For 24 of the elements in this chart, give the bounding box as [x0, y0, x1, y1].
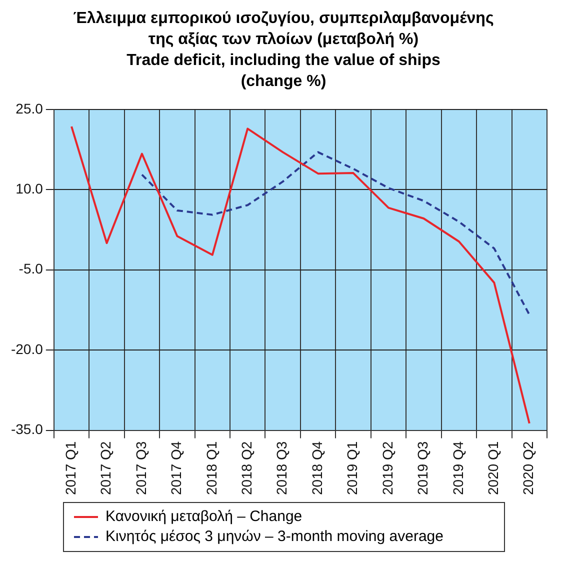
x-tick-label: 2018 Q1 — [203, 441, 220, 496]
y-tick-label: -20.0 — [10, 340, 44, 357]
x-tick-label: 2020 Q2 — [520, 441, 536, 496]
chart-subtitle: Trade deficit, including the value of ships (change %) — [126, 51, 442, 92]
x-tick-label: 2019 Q2 — [379, 441, 396, 496]
y-tick-label: 10.0 — [16, 180, 44, 196]
line-series — [140, 151, 530, 316]
x-tick-label: 2018 Q2 — [238, 441, 254, 496]
x-tick-label: 2017 Q1 — [62, 441, 78, 496]
legend-label: Κανονική μεταβολή – Change — [106, 507, 302, 527]
y-tick-label: -35.0 — [10, 421, 44, 438]
x-tick-label: 2020 Q1 — [485, 441, 502, 496]
x-tick-label: 2017 Q3 — [132, 441, 149, 496]
x-tick-label: 2019 Q1 — [344, 441, 360, 496]
x-tick-label: 2018 Q3 — [274, 441, 290, 496]
y-tick-label: -5.0 — [18, 260, 44, 277]
x-tick-label: 2018 Q4 — [308, 441, 325, 496]
y-tick-label: 25.0 — [16, 100, 44, 116]
x-tick-label: 2019 Q3 — [414, 441, 431, 496]
x-tick-label: 2019 Q4 — [450, 441, 466, 496]
x-tick-label: 2017 Q4 — [168, 441, 184, 496]
chart-title: Έλλειμμα εμπορικού ισοζυγίου, συμπεριλαμβανομένης της αξίας των πλοίων (μεταβολή %) — [72, 9, 495, 50]
legend-label: Κινητός μέσος 3 μηνών – 3-month moving average — [106, 527, 444, 547]
x-tick-label: 2017 Q2 — [98, 441, 114, 496]
